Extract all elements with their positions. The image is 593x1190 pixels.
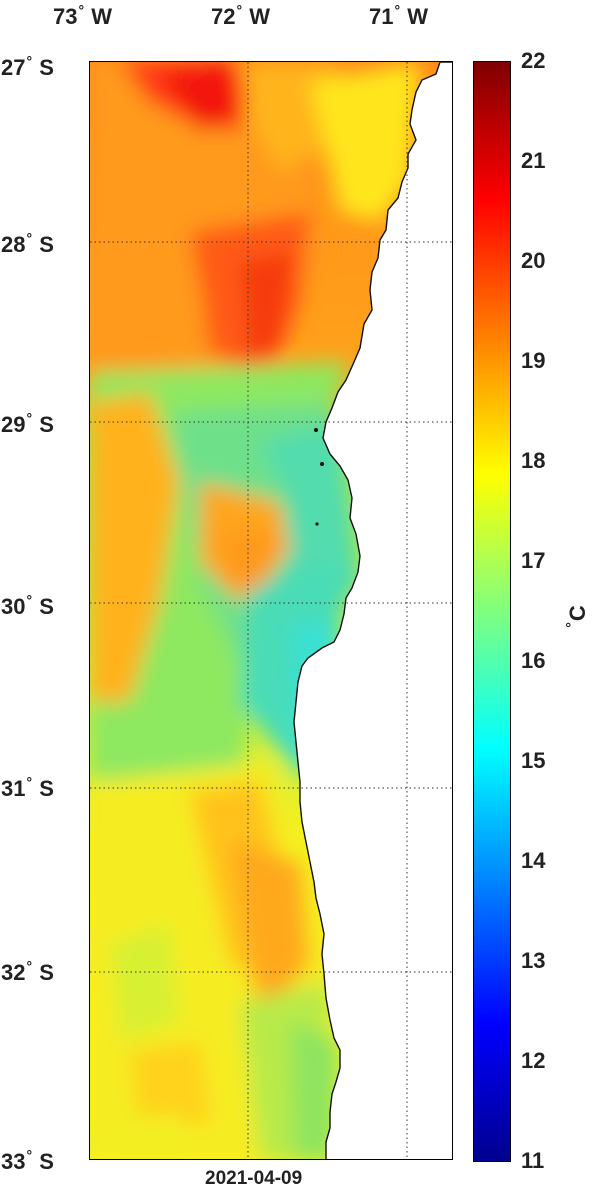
lon-label-73w: 73° W — [53, 2, 112, 29]
graticule — [90, 62, 452, 1159]
lat-label-28s: 28° S — [1, 230, 54, 257]
lat-label-33s: 33° S — [1, 1147, 54, 1174]
temperature-patches — [90, 62, 420, 1159]
lat-label-29s: 29° S — [1, 410, 54, 437]
colorbar-tick-label: 11 — [521, 1148, 545, 1173]
colorbar-tick-label: 14 — [521, 848, 546, 873]
colorbar-tick-label: 13 — [521, 948, 546, 973]
colorbar — [473, 61, 511, 1162]
colorbar-tick-label: 19 — [521, 348, 546, 373]
island — [314, 428, 318, 432]
colorbar-tick-label: 21 — [521, 148, 546, 173]
colorbar-tick-label: 17 — [521, 548, 546, 573]
colorbar-tick-label: 12 — [521, 1048, 546, 1073]
land-mass — [293, 62, 452, 1159]
lat-label-27s: 27° S — [1, 53, 54, 80]
map-date: 2021-04-09 — [205, 1168, 303, 1189]
lon-label-71w: 71° W — [369, 2, 428, 29]
colorbar-tick-label: 22 — [521, 48, 546, 73]
sst-field — [90, 62, 452, 1159]
colorbar-tick-label: 15 — [521, 748, 546, 773]
island — [320, 462, 324, 466]
sst-map — [89, 61, 453, 1160]
lat-label-31s: 31° S — [1, 774, 54, 801]
colorbar-ramp — [474, 62, 510, 1161]
island — [315, 522, 319, 526]
colorbar-tick-label: 16 — [521, 648, 546, 673]
colorbar-tick-label: 20 — [521, 248, 546, 273]
colorbar-unit-label: °C — [562, 605, 590, 628]
colorbar-tick-label: 18 — [521, 448, 546, 473]
lat-label-30s: 30° S — [1, 592, 54, 619]
lon-label-72w: 72° W — [211, 2, 270, 29]
lat-label-32s: 32° S — [1, 958, 54, 985]
